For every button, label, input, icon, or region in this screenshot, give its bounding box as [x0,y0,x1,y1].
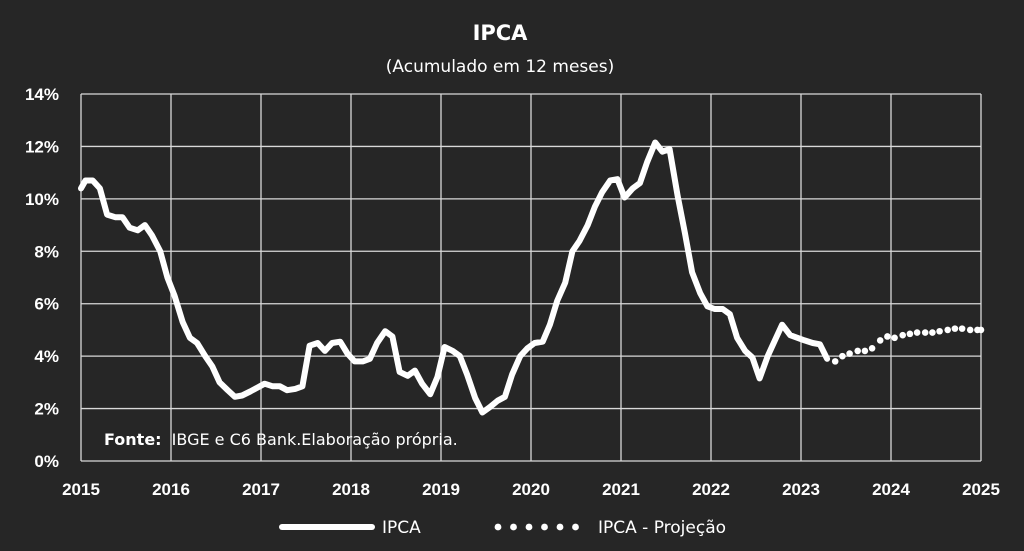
legend-dot [494,523,502,531]
y-tick-label: 12% [25,137,59,156]
series-projection-dots [831,325,985,365]
legend-dot [572,523,579,531]
source-label: Fonte: [104,430,162,449]
y-tick-label: 10% [25,190,59,209]
y-tick-label: 8% [34,242,59,261]
y-tick-label: 0% [34,452,59,471]
legend: IPCA IPCA - Projeção [279,518,726,538]
x-axis-ticks: 2015 2016 2017 2018 2019 2020 2021 2022 2023 2024… [62,480,1000,499]
projection-point [958,325,966,332]
projection-point [966,326,974,334]
projection-point [831,358,839,365]
y-tick-label: 2% [34,400,59,419]
projection-point [868,344,876,352]
projection-point [876,337,884,344]
y-tick-label: 6% [34,295,59,314]
x-tick-label: 2025 [962,480,1000,499]
projection-point [899,331,906,339]
chart-subtitle: (Acumulado em 12 meses) [386,57,614,77]
projection-point [906,330,914,338]
projection-point [839,352,846,360]
projection-point [951,325,959,332]
y-tick-label: 14% [25,85,59,104]
x-tick-label: 2016 [152,480,190,499]
projection-point [913,329,921,336]
projection-point [846,350,853,357]
x-tick-label: 2022 [692,480,730,499]
projection-point [854,347,861,355]
projection-point [929,329,936,336]
projection-point [884,333,891,340]
projection-point [921,329,929,336]
x-tick-label: 2019 [422,480,460,499]
legend-dot [556,523,564,531]
projection-point [936,327,943,335]
legend-dot [541,523,548,531]
x-tick-label: 2018 [332,480,370,499]
x-tick-label: 2015 [62,480,100,499]
series-line-ipca [78,139,831,416]
legend-dot [510,523,517,531]
x-tick-label: 2021 [602,480,640,499]
x-tick-label: 2023 [782,480,820,499]
source-text: IBGE e C6 Bank.Elaboração própria. [172,430,458,449]
y-tick-label: 4% [34,347,59,366]
projection-point [944,326,951,334]
legend-swatch-projection [494,523,579,531]
gridlines [80,93,982,462]
x-tick-label: 2020 [512,480,550,499]
legend-dot [525,523,533,531]
x-tick-label: 2024 [872,480,910,499]
legend-label-ipca: IPCA [382,518,421,538]
x-tick-label: 2017 [242,480,280,499]
chart-title: IPCA [473,21,529,45]
source-note: Fonte: IBGE e C6 Bank.Elaboração própria… [104,430,458,449]
legend-label-projection: IPCA - Projeção [598,518,726,538]
y-axis-ticks: 0% 2% 4% 6% 8% 10% 12% 14% [25,85,59,471]
projection-point [891,334,898,342]
projection-point [977,326,985,334]
projection-point [861,347,869,355]
